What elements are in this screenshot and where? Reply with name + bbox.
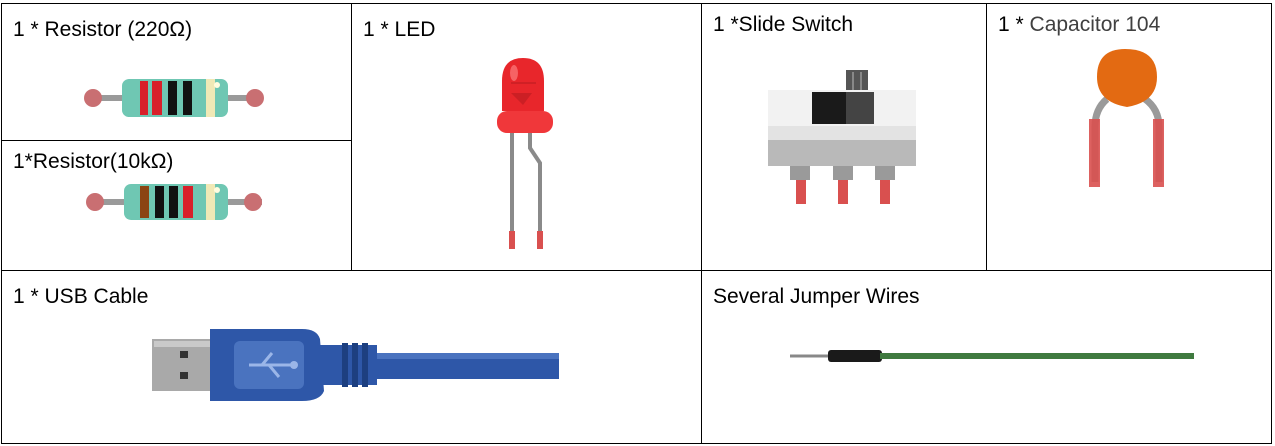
resistor-220-label: 1 * Resistor (220Ω) — [13, 18, 193, 41]
led-cell: 1 * LED — [352, 4, 701, 270]
capacitor-quantity: 1 * — [998, 13, 1030, 36]
resistor-10k-cell: 1*Resistor(10kΩ) — [2, 141, 351, 270]
usb-cable-cell: 1 * USB Cable — [2, 271, 701, 443]
slide-switch-label: 1 *Slide Switch — [713, 13, 854, 36]
resistor-220-cell: 1 * Resistor (220Ω) — [2, 4, 351, 140]
slide-switch-cell: 1 *Slide Switch — [702, 4, 986, 270]
resistor-220-icon — [84, 79, 264, 117]
led-icon — [497, 58, 553, 249]
capacitor-label: 1 * Capacitor 104 — [998, 13, 1160, 37]
capacitor-cell: 1 * Capacitor 104 — [987, 4, 1271, 270]
resistor-10k-label: 1*Resistor(10kΩ) — [13, 150, 174, 173]
usb-cable-icon — [152, 329, 559, 401]
capacitor-name: Capacitor 104 — [1029, 13, 1161, 36]
slide-switch-icon — [768, 70, 916, 204]
led-label: 1 * LED — [363, 18, 436, 41]
jumper-wire-icon — [790, 350, 1194, 362]
jumper-wires-cell: Several Jumper Wires — [702, 271, 1271, 443]
resistor-10k-icon — [86, 184, 262, 220]
capacitor-icon — [1089, 49, 1164, 187]
jumper-wires-label: Several Jumper Wires — [713, 285, 920, 308]
usb-cable-label: 1 * USB Cable — [13, 285, 149, 308]
